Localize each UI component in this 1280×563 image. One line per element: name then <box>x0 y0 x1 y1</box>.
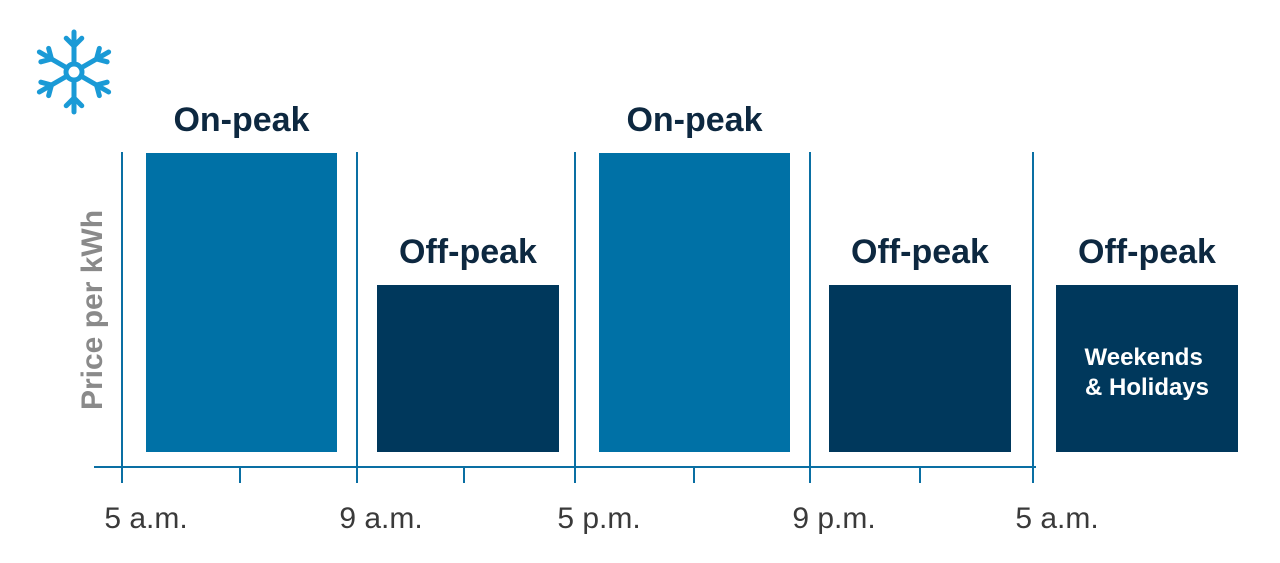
bar-off-peak <box>377 285 559 452</box>
x-tick-label: 9 p.m. <box>792 502 875 535</box>
bar-label: Off-peak <box>399 233 537 271</box>
snowflake-icon <box>36 29 112 115</box>
bar-off-peak <box>1056 285 1238 452</box>
x-tick-label: 9 a.m. <box>339 502 422 535</box>
bar-label: Off-peak <box>1078 233 1216 271</box>
x-axis-tick-labels: 5 a.m. 9 a.m. 5 p.m. 9 p.m. 5 a.m. <box>104 502 1098 535</box>
y-axis-title: Price per kWh <box>76 210 109 410</box>
weekend-note-line-1: Weekends <box>1085 344 1203 371</box>
bar-on-peak <box>146 153 337 452</box>
x-tick-label: 5 p.m. <box>557 502 640 535</box>
weekend-note-line-2: & Holidays <box>1085 374 1209 401</box>
x-axis-ticks <box>121 467 1034 483</box>
x-tick-label: 5 a.m. <box>1015 502 1098 535</box>
bar-label: On-peak <box>626 101 762 139</box>
x-tick-label: 5 a.m. <box>104 502 187 535</box>
bar-labels-group: On-peak Off-peak On-peak Off-peak Off-peak <box>173 101 1216 271</box>
bars-group <box>146 153 1238 452</box>
bar-off-peak <box>829 285 1011 452</box>
period-dividers <box>121 152 1034 467</box>
bar-on-peak <box>599 153 790 452</box>
bar-label: On-peak <box>173 101 309 139</box>
weekend-note: Weekends & Holidays <box>1085 344 1210 401</box>
bar-label: Off-peak <box>851 233 989 271</box>
